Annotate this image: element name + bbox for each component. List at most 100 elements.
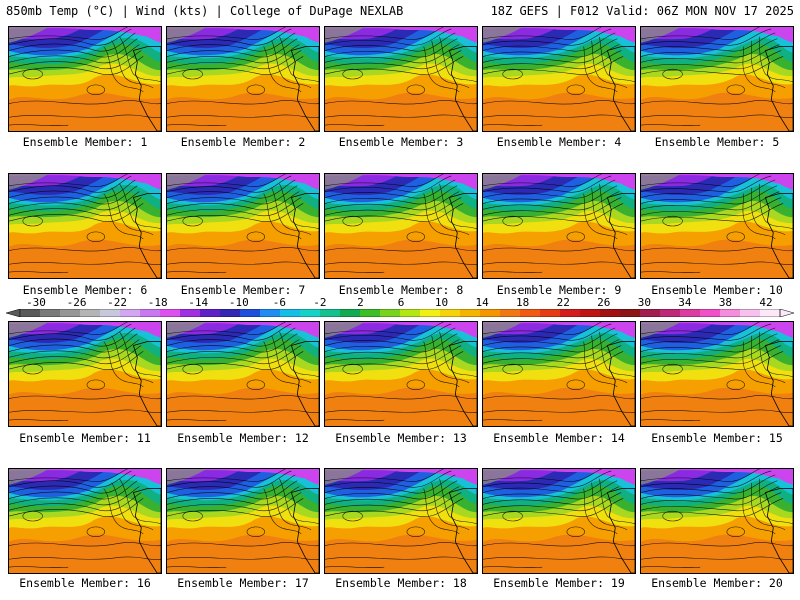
ensemble-map-10 <box>640 173 794 279</box>
ensemble-member-label: Ensemble Member: 9 <box>496 283 622 297</box>
colorbar-segment <box>120 309 141 317</box>
colorbar-segment <box>680 309 701 317</box>
colorbar-segment <box>540 309 561 317</box>
colorbar-tick-label: 30 <box>637 296 651 309</box>
ensemble-member-label: Ensemble Member: 5 <box>654 135 780 149</box>
colorbar-segment <box>600 309 621 317</box>
colorbar-segment <box>100 309 121 317</box>
ensemble-map-15 <box>640 321 794 427</box>
colorbar-tick-label: 34 <box>678 296 692 309</box>
ensemble-member-label: Ensemble Member: 20 <box>651 576 783 590</box>
colorbar-tick-label: 38 <box>718 296 733 309</box>
ensemble-map-9 <box>482 173 636 279</box>
colorbar-tick-label: -14 <box>188 296 209 309</box>
colorbar-segment <box>720 309 741 317</box>
ensemble-member-label: Ensemble Member: 16 <box>19 576 151 590</box>
ensemble-map-3 <box>324 26 478 132</box>
colorbar-tick-label: 22 <box>556 296 570 309</box>
ensemble-member-label: Ensemble Member: 15 <box>651 431 783 445</box>
ensemble-map-18 <box>324 468 478 574</box>
map-title: 850mb Temp (°C) | Wind (kts) | College o… <box>6 4 404 18</box>
ensemble-member-label: Ensemble Member: 3 <box>338 135 464 149</box>
colorbar-tick-label: -6 <box>272 296 286 309</box>
colorbar-segment <box>700 309 721 317</box>
ensemble-member-label: Ensemble Member: 14 <box>493 431 625 445</box>
model-run-info: 18Z GEFS | F012 Valid: 06Z MON NOV 17 20… <box>490 4 794 18</box>
ensemble-map-13 <box>324 321 478 427</box>
colorbar-segment <box>500 309 521 317</box>
ensemble-map-14 <box>482 321 636 427</box>
colorbar-segment <box>580 309 601 317</box>
colorbar-segment <box>360 309 381 317</box>
colorbar-tick-label: 42 <box>759 296 773 309</box>
ensemble-map-8 <box>324 173 478 279</box>
colorbar-tick-label: -30 <box>26 296 46 309</box>
colorbar-tick-label: 2 <box>357 296 364 309</box>
ensemble-map-12 <box>166 321 320 427</box>
colorbar-tick-label: -2 <box>313 296 327 309</box>
colorbar-tick-label: -26 <box>66 296 87 309</box>
colorbar-segment <box>60 309 81 317</box>
colorbar-segment <box>460 309 481 317</box>
ensemble-member-label: Ensemble Member: 19 <box>493 576 625 590</box>
colorbar-segment <box>520 309 541 317</box>
ensemble-member-label: Ensemble Member: 13 <box>335 431 467 445</box>
ensemble-map-11 <box>8 321 162 427</box>
colorbar-segment <box>620 309 641 317</box>
ensemble-member-label: Ensemble Member: 6 <box>22 283 148 297</box>
ensemble-member-label: Ensemble Member: 1 <box>22 135 148 149</box>
ensemble-member-label: Ensemble Member: 7 <box>180 283 306 297</box>
colorbar-segment <box>280 309 301 317</box>
ensemble-member-label: Ensemble Member: 12 <box>177 431 309 445</box>
colorbar-left-arrow <box>6 309 21 317</box>
colorbar-segment <box>760 309 781 317</box>
colorbar-segment <box>160 309 181 317</box>
colorbar-tick-label: 6 <box>397 296 405 309</box>
colorbar-segment <box>180 309 201 317</box>
colorbar-segment <box>240 309 261 317</box>
colorbar-segment <box>140 309 161 317</box>
ensemble-member-label: Ensemble Member: 11 <box>19 431 151 445</box>
ensemble-member-label: Ensemble Member: 4 <box>496 135 622 149</box>
colorbar-segment <box>40 309 61 317</box>
colorbar-tick-label: 10 <box>434 296 449 309</box>
ensemble-member-label: Ensemble Member: 8 <box>338 283 464 297</box>
colorbar-tick-label: 14 <box>475 296 489 309</box>
colorbar-segment <box>660 309 681 317</box>
ensemble-map-20 <box>640 468 794 574</box>
ensemble-map-17 <box>166 468 320 574</box>
colorbar-tick-label: 18 <box>516 296 530 309</box>
colorbar-segment <box>260 309 281 317</box>
colorbar-tick-label: -10 <box>228 296 249 309</box>
colorbar-segment <box>320 309 341 317</box>
ensemble-map-16 <box>8 468 162 574</box>
ensemble-member-label: Ensemble Member: 2 <box>180 135 306 149</box>
ensemble-map-5 <box>640 26 794 132</box>
ensemble-map-1 <box>8 26 162 132</box>
colorbar-segment <box>480 309 501 317</box>
ensemble-member-label: Ensemble Member: 17 <box>177 576 309 590</box>
temperature-colorbar <box>6 309 794 317</box>
colorbar-segment <box>380 309 401 317</box>
ensemble-map-7 <box>166 173 320 279</box>
ensemble-map-2 <box>166 26 320 132</box>
ensemble-map-4 <box>482 26 636 132</box>
ensemble-map-19 <box>482 468 636 574</box>
ensemble-map-6 <box>8 173 162 279</box>
colorbar-segment <box>420 309 441 317</box>
colorbar-segment <box>200 309 221 317</box>
colorbar-segment <box>560 309 581 317</box>
colorbar-segment <box>80 309 101 317</box>
colorbar-segment <box>20 309 41 317</box>
colorbar-segment <box>340 309 361 317</box>
ensemble-member-label: Ensemble Member: 18 <box>335 576 467 590</box>
colorbar-segment <box>300 309 321 317</box>
colorbar-right-arrow <box>779 309 794 317</box>
colorbar-segment <box>220 309 241 317</box>
colorbar-tick-label: 26 <box>597 296 611 309</box>
colorbar-segment <box>440 309 461 317</box>
colorbar-segment <box>400 309 421 317</box>
colorbar-segment <box>740 309 761 317</box>
ensemble-member-label: Ensemble Member: 10 <box>651 283 783 297</box>
colorbar-segment <box>640 309 661 317</box>
